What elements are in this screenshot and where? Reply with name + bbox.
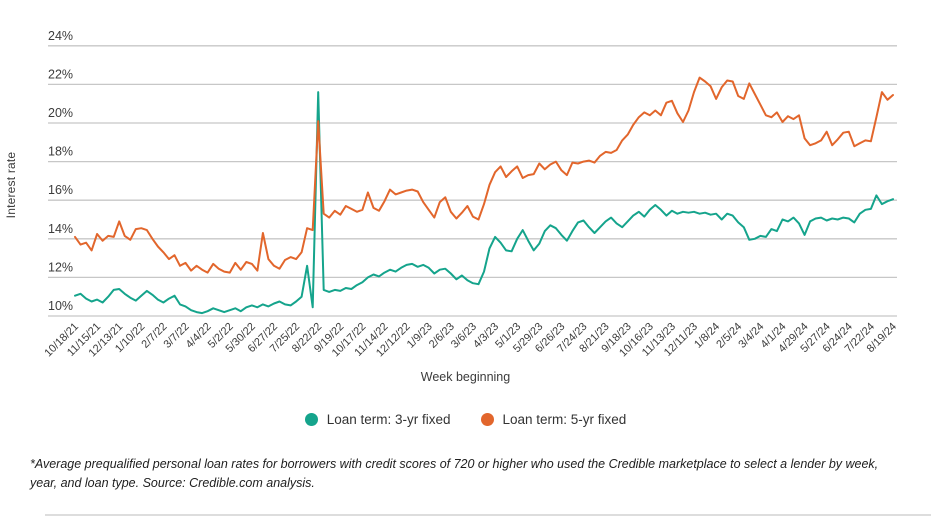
y-tick-label: 20% <box>48 106 73 120</box>
y-tick-label: 18% <box>48 145 73 159</box>
series-line-3yr <box>74 91 894 315</box>
legend-dot-3yr-icon <box>304 413 318 426</box>
loan-rates-chart: 10%12%14%16%18%20%22%24%10/18/2111/15/21… <box>42 29 899 360</box>
y-tick-label: 12% <box>48 260 73 274</box>
y-tick-label: 16% <box>48 183 73 197</box>
y-tick-label: 24% <box>48 29 73 43</box>
y-tick-label: 14% <box>48 222 73 236</box>
x-axis-title: Week beginning <box>420 370 511 384</box>
y-tick-label: 22% <box>48 67 73 81</box>
y-axis-title: Interest rate <box>4 151 18 219</box>
legend-dot-5yr-icon <box>480 413 494 426</box>
legend-label-3yr: Loan term: 3-yr fixed <box>326 412 451 427</box>
y-tick-label: 10% <box>48 299 73 313</box>
source-footnote: *Average prequalified personal loan rate… <box>30 457 879 490</box>
legend-label-5yr: Loan term: 5-yr fixed <box>502 412 627 427</box>
chart-legend: Loan term: 3-yr fixed Loan term: 5-yr fi… <box>0 412 931 427</box>
legend-item-5yr: Loan term: 5-yr fixed <box>480 412 627 427</box>
bottom-divider <box>45 514 931 516</box>
legend-item-3yr: Loan term: 3-yr fixed <box>304 412 451 427</box>
series-line-5yr <box>74 76 894 274</box>
